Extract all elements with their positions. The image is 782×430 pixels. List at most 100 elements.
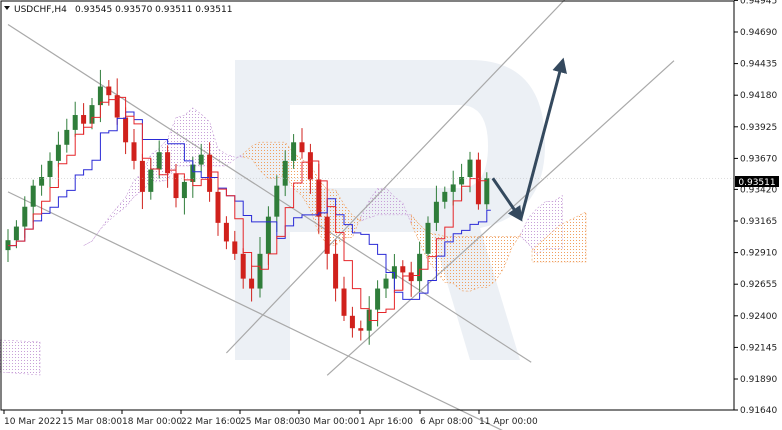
candle-body: [198, 154, 204, 165]
candle-body: [467, 159, 473, 177]
current-price-text: 0.93511: [738, 178, 775, 188]
y-tick-label: 0.92655: [740, 280, 777, 290]
cloud-segment: [360, 187, 412, 224]
forecast-arrow-up: [519, 57, 567, 220]
ichimoku-cloud: [0, 107, 587, 376]
indicator-lines: [1, 96, 734, 321]
chevron-down-icon[interactable]: [4, 6, 10, 10]
y-tick-label: 0.91890: [740, 375, 777, 385]
x-tick-label: 25 Mar 08:00: [240, 417, 300, 427]
candle-body: [114, 95, 120, 118]
x-tick-label: 1 Apr 16:00: [360, 417, 413, 427]
candle-body: [30, 185, 36, 207]
channel-line: [7, 191, 503, 430]
candle-body: [215, 191, 221, 223]
y-tick-label: 0.91640: [740, 406, 777, 416]
y-tick-label: 0.93165: [740, 217, 777, 227]
candle-body: [291, 142, 297, 161]
x-tick-label: 11 Apr 00:00: [479, 417, 538, 427]
candle-body: [148, 169, 154, 192]
y-tick-label: 0.94435: [740, 60, 777, 70]
candle-body: [349, 315, 355, 329]
y-tick-label: 0.94180: [740, 91, 777, 101]
candle-body: [13, 226, 19, 241]
cloud-segment: [410, 214, 521, 292]
candle-body: [307, 152, 313, 180]
candle-body: [299, 142, 305, 153]
candle-body: [123, 117, 129, 143]
candle-body: [425, 222, 431, 254]
channel-line: [326, 60, 675, 376]
candle-body: [72, 115, 78, 130]
candle-body: [89, 105, 95, 124]
y-tick-label: 0.92145: [740, 343, 777, 353]
candle-body: [375, 288, 381, 310]
candle-body: [156, 152, 162, 170]
candle-body: [484, 178, 490, 205]
x-tick-label: 18 Mar 00:00: [122, 417, 182, 427]
candle-body: [341, 288, 347, 316]
candle-body: [274, 185, 280, 217]
candle-body: [173, 173, 179, 199]
candle-body: [223, 222, 229, 242]
candle-body: [257, 253, 263, 289]
x-tick-label: 10 Mar 2022: [4, 417, 61, 427]
candle-body: [265, 216, 271, 254]
chart-header: USDCHF,H4 0.93545 0.93570 0.93511 0.9351…: [4, 5, 232, 15]
candle-body: [240, 253, 246, 279]
y-axis: 0.94945 0.94690 0.94435 0.94180 0.93925 0.936…: [734, 0, 777, 416]
candle-body: [165, 152, 171, 174]
candle-body: [55, 144, 61, 161]
x-tick-label: 22 Mar 16:00: [181, 417, 241, 427]
plot-frame: [0, 0, 735, 411]
x-tick-label: 6 Apr 08:00: [420, 417, 473, 427]
candle-body: [81, 115, 87, 124]
candle-body: [333, 253, 339, 289]
cloud-segment: [531, 211, 587, 263]
y-tick-label: 0.93925: [740, 123, 777, 133]
candle-body: [383, 278, 389, 289]
y-tick-label: 0.94690: [740, 28, 777, 38]
channel-line: [7, 24, 532, 363]
candle-body: [97, 86, 103, 106]
candle-body: [181, 181, 187, 199]
x-tick-label: 30 Mar 00:00: [299, 417, 359, 427]
x-tick-label: 15 Mar 08:00: [62, 417, 122, 427]
forecast-arrow-down: [491, 177, 523, 222]
cloud-segment: [83, 107, 244, 246]
y-tick-label: 0.94945: [740, 0, 777, 6]
candle-body: [22, 206, 28, 227]
cloud-segment: [0, 339, 41, 376]
candle-body: [324, 216, 330, 254]
current-price-label: 0.93511: [735, 176, 779, 188]
y-tick-label: 0.92910: [740, 249, 777, 259]
symbol-label: USDCHF,H4: [14, 5, 67, 15]
candle-body: [106, 86, 112, 96]
candle-body: [64, 129, 70, 145]
candle-body: [316, 179, 322, 217]
candle-body: [433, 201, 439, 223]
candle-body: [400, 266, 406, 273]
tenkan-line: [8, 96, 487, 321]
candle-body: [47, 160, 53, 177]
candle-body: [450, 184, 456, 192]
candle-body: [249, 278, 255, 289]
candle-body: [417, 253, 423, 282]
forecast-arrow: [491, 57, 567, 222]
candle-body: [131, 142, 137, 161]
ohlc-values: 0.93545 0.93570 0.93511 0.93511: [75, 5, 232, 15]
candle-body: [459, 176, 465, 185]
y-tick-label: 0.93420: [740, 185, 777, 195]
y-tick-label: 0.93670: [740, 154, 777, 164]
candle-body: [190, 164, 196, 182]
candle-body: [139, 160, 145, 192]
kijun-line: [8, 111, 491, 300]
candle-body: [358, 328, 364, 331]
candle-body: [408, 272, 414, 282]
candle-body: [442, 191, 448, 202]
channel-lines: [7, 0, 675, 430]
candle-body: [39, 176, 45, 186]
